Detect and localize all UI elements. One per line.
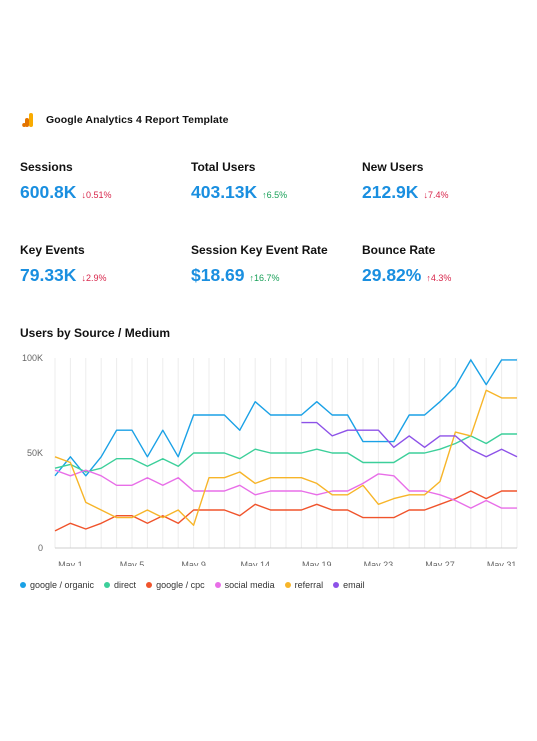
legend-item: social media (214, 580, 275, 590)
arrow-up-icon: ↑ (262, 190, 267, 200)
arrow-up-icon: ↑ (249, 273, 255, 283)
y-tick-label: 0 (38, 543, 43, 553)
metric-card: New Users 212.9K ↓7.4% (362, 160, 520, 203)
legend-item: referral (284, 580, 324, 590)
chart-title: Users by Source / Medium (20, 326, 171, 340)
metric-delta-value: 4.3% (430, 273, 452, 283)
metric-delta: ↑16.7% (250, 273, 280, 283)
legend-item: direct (104, 580, 136, 590)
metric-card: Bounce Rate 29.82% ↑4.3% (362, 243, 520, 286)
legend-swatch (284, 582, 291, 588)
metric-value: 29.82% (362, 265, 422, 285)
metric-delta: ↓2.9% (81, 273, 106, 283)
x-tick-label: May 27 (425, 560, 455, 566)
metric-card: Session Key Event Rate $18.69 ↑16.7% (191, 243, 362, 286)
metric-label: New Users (362, 160, 424, 174)
x-tick-label: May 14 (240, 560, 270, 566)
chart-legend: google / organic direct google / cpc social… (20, 580, 365, 590)
series-line-4 (54, 389, 517, 526)
legend-swatch (146, 582, 153, 588)
legend-swatch (214, 582, 221, 588)
x-tick-label: May 9 (181, 560, 206, 566)
legend-swatch (20, 582, 26, 588)
legend-swatch (333, 582, 340, 588)
legend-label: direct (114, 580, 137, 590)
metric-card: Key Events 79.33K ↓2.9% (20, 243, 191, 286)
series-line-1 (54, 433, 517, 473)
arrow-down-icon: ↓ (81, 190, 86, 200)
x-tick-label: May 1 (58, 560, 83, 566)
legend-item: google / organic (20, 580, 94, 590)
metric-label: Key Events (20, 243, 85, 257)
series-line-5 (301, 421, 518, 458)
y-tick-label: 100K (22, 353, 43, 363)
metric-value: $18.69 (191, 265, 245, 285)
users-by-source-line-chart: 0 50K 100K May 1 May 5 May 9 May 14 May 19 May 2… (22, 353, 518, 566)
metric-delta-value: 7.4% (427, 190, 449, 200)
report-header: Google Analytics 4 Report Template (22, 112, 229, 128)
legend-label: referral (294, 580, 324, 590)
metric-delta-value: 16.7% (254, 273, 280, 283)
report-title: Google Analytics 4 Report Template (46, 114, 229, 126)
metric-delta-value: 0.51% (85, 190, 112, 200)
x-tick-label: May 5 (120, 560, 145, 566)
legend-item: email (333, 580, 365, 590)
metric-label: Session Key Event Rate (191, 243, 328, 257)
metric-delta-value: 2.9% (85, 273, 107, 283)
series-line-0 (54, 359, 517, 477)
metric-delta: ↑6.5% (262, 190, 287, 200)
x-tick-label: May 23 (364, 560, 394, 566)
x-tick-label: May 19 (302, 560, 332, 566)
metric-value: 212.9K (362, 182, 419, 202)
metric-delta: ↓0.51% (81, 190, 111, 200)
metric-label: Total Users (191, 160, 256, 174)
arrow-down-icon: ↓ (81, 273, 86, 283)
metric-card: Sessions 600.8K ↓0.51% (20, 160, 191, 203)
arrow-down-icon: ↓ (423, 190, 428, 200)
metrics-grid: Sessions 600.8K ↓0.51% Total Users 403.13K ↑6… (20, 160, 520, 286)
series-line-2 (54, 490, 517, 532)
legend-label: google / cpc (156, 580, 205, 590)
google-analytics-logo-icon (22, 113, 33, 127)
metric-value: 600.8K (20, 182, 77, 202)
metric-value: 79.33K (20, 265, 77, 285)
metric-value: 403.13K (191, 182, 258, 202)
legend-swatch (104, 582, 111, 588)
metric-label: Sessions (20, 160, 73, 174)
legend-item: google / cpc (146, 580, 205, 590)
series-line-3 (54, 469, 517, 509)
metric-delta: ↑4.3% (426, 273, 451, 283)
metric-label: Bounce Rate (362, 243, 436, 257)
metric-delta-value: 6.5% (266, 190, 288, 200)
arrow-up-icon: ↑ (426, 273, 431, 283)
metric-delta: ↓7.4% (423, 190, 448, 200)
x-tick-label: May 31 (487, 560, 517, 566)
legend-label: email (343, 580, 365, 590)
metric-card: Total Users 403.13K ↑6.5% (191, 160, 362, 203)
y-tick-label: 50K (27, 448, 43, 458)
legend-label: google / organic (30, 580, 95, 590)
legend-label: social media (224, 580, 275, 590)
